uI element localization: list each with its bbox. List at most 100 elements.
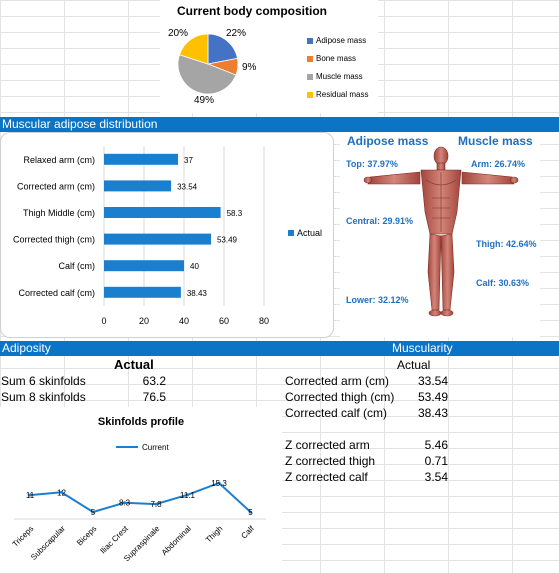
pie-slice	[178, 33, 209, 65]
table-row-value[interactable]: 38.43	[417, 406, 448, 420]
table-row-value[interactable]: 33.54	[417, 374, 448, 388]
data-label: 5	[248, 508, 253, 517]
category-label: Corrected thigh (cm)	[13, 235, 95, 245]
data-point	[60, 490, 63, 494]
table-row-label[interactable]: Corrected arm (cm)	[285, 374, 390, 388]
legend-muscle: Muscle mass	[307, 72, 363, 82]
legend-bone: Bone mass	[307, 54, 356, 64]
x-tick-label: 0	[101, 316, 106, 326]
table-row-label[interactable]: Sum 8 skinfolds	[1, 390, 86, 404]
data-label: 5	[91, 508, 96, 517]
data-label: 11	[26, 491, 35, 500]
adipose-heading: Adipose mass	[347, 134, 429, 148]
data-point	[186, 493, 189, 497]
section-title-adiposity: Adiposity	[2, 341, 51, 355]
x-tick-label: Biceps	[75, 524, 98, 547]
pie-chart-svg: 22% 9% 49% 20%	[168, 28, 257, 106]
data-point	[123, 501, 126, 505]
legend-residual: Residual mass	[307, 90, 368, 100]
body-figure-panel: Adipose mass Muscle mass Top: 37.97% Cen…	[340, 132, 540, 337]
table-row-label[interactable]: Z corrected thigh	[285, 454, 376, 468]
table-row-value[interactable]: 76.5	[142, 390, 166, 404]
data-point	[217, 481, 221, 485]
table-row-label[interactable]: Z corrected calf	[285, 470, 368, 484]
legend-label: Current	[142, 443, 169, 452]
series-line	[29, 481, 252, 514]
section-band-adiposity-muscularity: Adiposity Muscularity	[0, 341, 559, 356]
x-tick-label: Thigh	[204, 524, 225, 545]
table-row-label[interactable]: Corrected calf (cm)	[285, 406, 388, 420]
category-label: Thigh Middle (cm)	[23, 208, 95, 218]
x-tick-label: 40	[179, 316, 189, 326]
x-tick-label: Iliac Crest	[98, 524, 130, 556]
pie-slice-label: 20%	[168, 28, 188, 39]
data-label: 8.3	[119, 499, 131, 508]
muscle-arm-label: Arm: 26.74%	[471, 159, 526, 169]
data-label: 15.3	[211, 479, 227, 488]
bar-value-label: 33.54	[177, 182, 198, 191]
pie-slice-label: 9%	[242, 62, 257, 73]
table-row-label[interactable]: Z corrected arm	[285, 438, 370, 452]
section-title-muscular-adipose: Muscular adipose distribution	[2, 117, 158, 131]
adiposity-header: Actual	[114, 357, 154, 372]
data-point	[91, 510, 95, 514]
muscle-heading: Muscle mass	[458, 134, 533, 148]
pie-slice	[207, 33, 238, 65]
pie-slice-label: 22%	[226, 28, 246, 39]
line-chart-svg: Skinfolds profile Current 11 12 5 8.3 7.8 11.1 1…	[11, 416, 266, 563]
bar-value-label: 53.49	[217, 236, 238, 245]
pie-slice	[177, 54, 237, 95]
data-label: 11.1	[180, 491, 196, 500]
legend-adipose: Adipose mass	[307, 36, 366, 46]
human-muscle-anatomy-figure-icon	[363, 146, 519, 317]
pie-chart-panel: Current body composition 22% 9% 49% 20% Adi…	[160, 0, 378, 113]
adipose-central-label: Central: 29.91%	[346, 216, 414, 226]
bar-value-label: 40	[190, 262, 199, 271]
bar-chart-svg: 0 20 40 60 80 Relaxed arm (cm) 37 Corrected arm…	[13, 146, 322, 326]
bar	[104, 260, 184, 272]
x-tick-label: Subscapular	[29, 524, 67, 562]
data-label: 7.8	[150, 500, 162, 509]
adipose-lower-label: Lower: 32.12%	[346, 295, 409, 305]
x-tick-label: 80	[259, 316, 269, 326]
category-label: Relaxed arm (cm)	[23, 155, 95, 165]
pie-chart-title: Current body composition	[177, 4, 327, 18]
legend-swatch	[288, 230, 294, 236]
category-label: Calf (cm)	[59, 261, 96, 271]
category-label: Corrected arm (cm)	[17, 181, 95, 191]
bar-value-label: 58.3	[227, 209, 243, 218]
bar	[104, 180, 172, 192]
x-tick-label: 20	[139, 316, 149, 326]
data-point	[154, 502, 158, 506]
adipose-top-label: Top: 37.97%	[346, 159, 398, 169]
section-title-muscularity: Muscularity	[392, 341, 453, 355]
table-row-value[interactable]: 5.46	[424, 438, 448, 452]
bar	[104, 286, 181, 298]
line-chart-panel: Skinfolds profile Current 11 12 5 8.3 7.8 11.1 1…	[0, 407, 282, 573]
x-tick-label: Calf	[239, 524, 256, 541]
bar-chart-panel: 0 20 40 60 80 Relaxed arm (cm) 37 Corrected arm…	[0, 132, 334, 338]
table-row-label[interactable]: Corrected thigh (cm)	[285, 390, 395, 404]
data-point	[249, 510, 252, 514]
legend-label: Actual	[297, 228, 322, 238]
muscle-thigh-label: Thigh: 42.64%	[476, 239, 537, 249]
bar-value-label: 38.43	[187, 289, 208, 298]
line-chart-title: Skinfolds profile	[98, 416, 184, 428]
category-label: Corrected calf (cm)	[18, 288, 95, 298]
bar-value-label: 37	[184, 156, 193, 165]
pie-slice-label: 49%	[194, 95, 214, 106]
table-row-value[interactable]: 63.2	[142, 374, 166, 388]
x-tick-label: Triceps	[11, 524, 36, 549]
table-row-value[interactable]: 0.71	[424, 454, 448, 468]
bar	[104, 153, 178, 165]
bar	[104, 207, 221, 218]
section-band-muscular-adipose: Muscular adipose distribution	[0, 117, 559, 132]
bar	[104, 233, 211, 245]
table-row-value[interactable]: 53.49	[417, 390, 448, 404]
x-tick-label: 60	[219, 316, 229, 326]
x-tick-label: Abdominal	[160, 524, 193, 557]
table-row-label[interactable]: Sum 6 skinfolds	[1, 374, 86, 388]
table-row-value[interactable]: 3.54	[424, 470, 448, 484]
muscle-calf-label: Calf: 30.63%	[476, 278, 530, 288]
data-label: 12	[57, 488, 66, 497]
